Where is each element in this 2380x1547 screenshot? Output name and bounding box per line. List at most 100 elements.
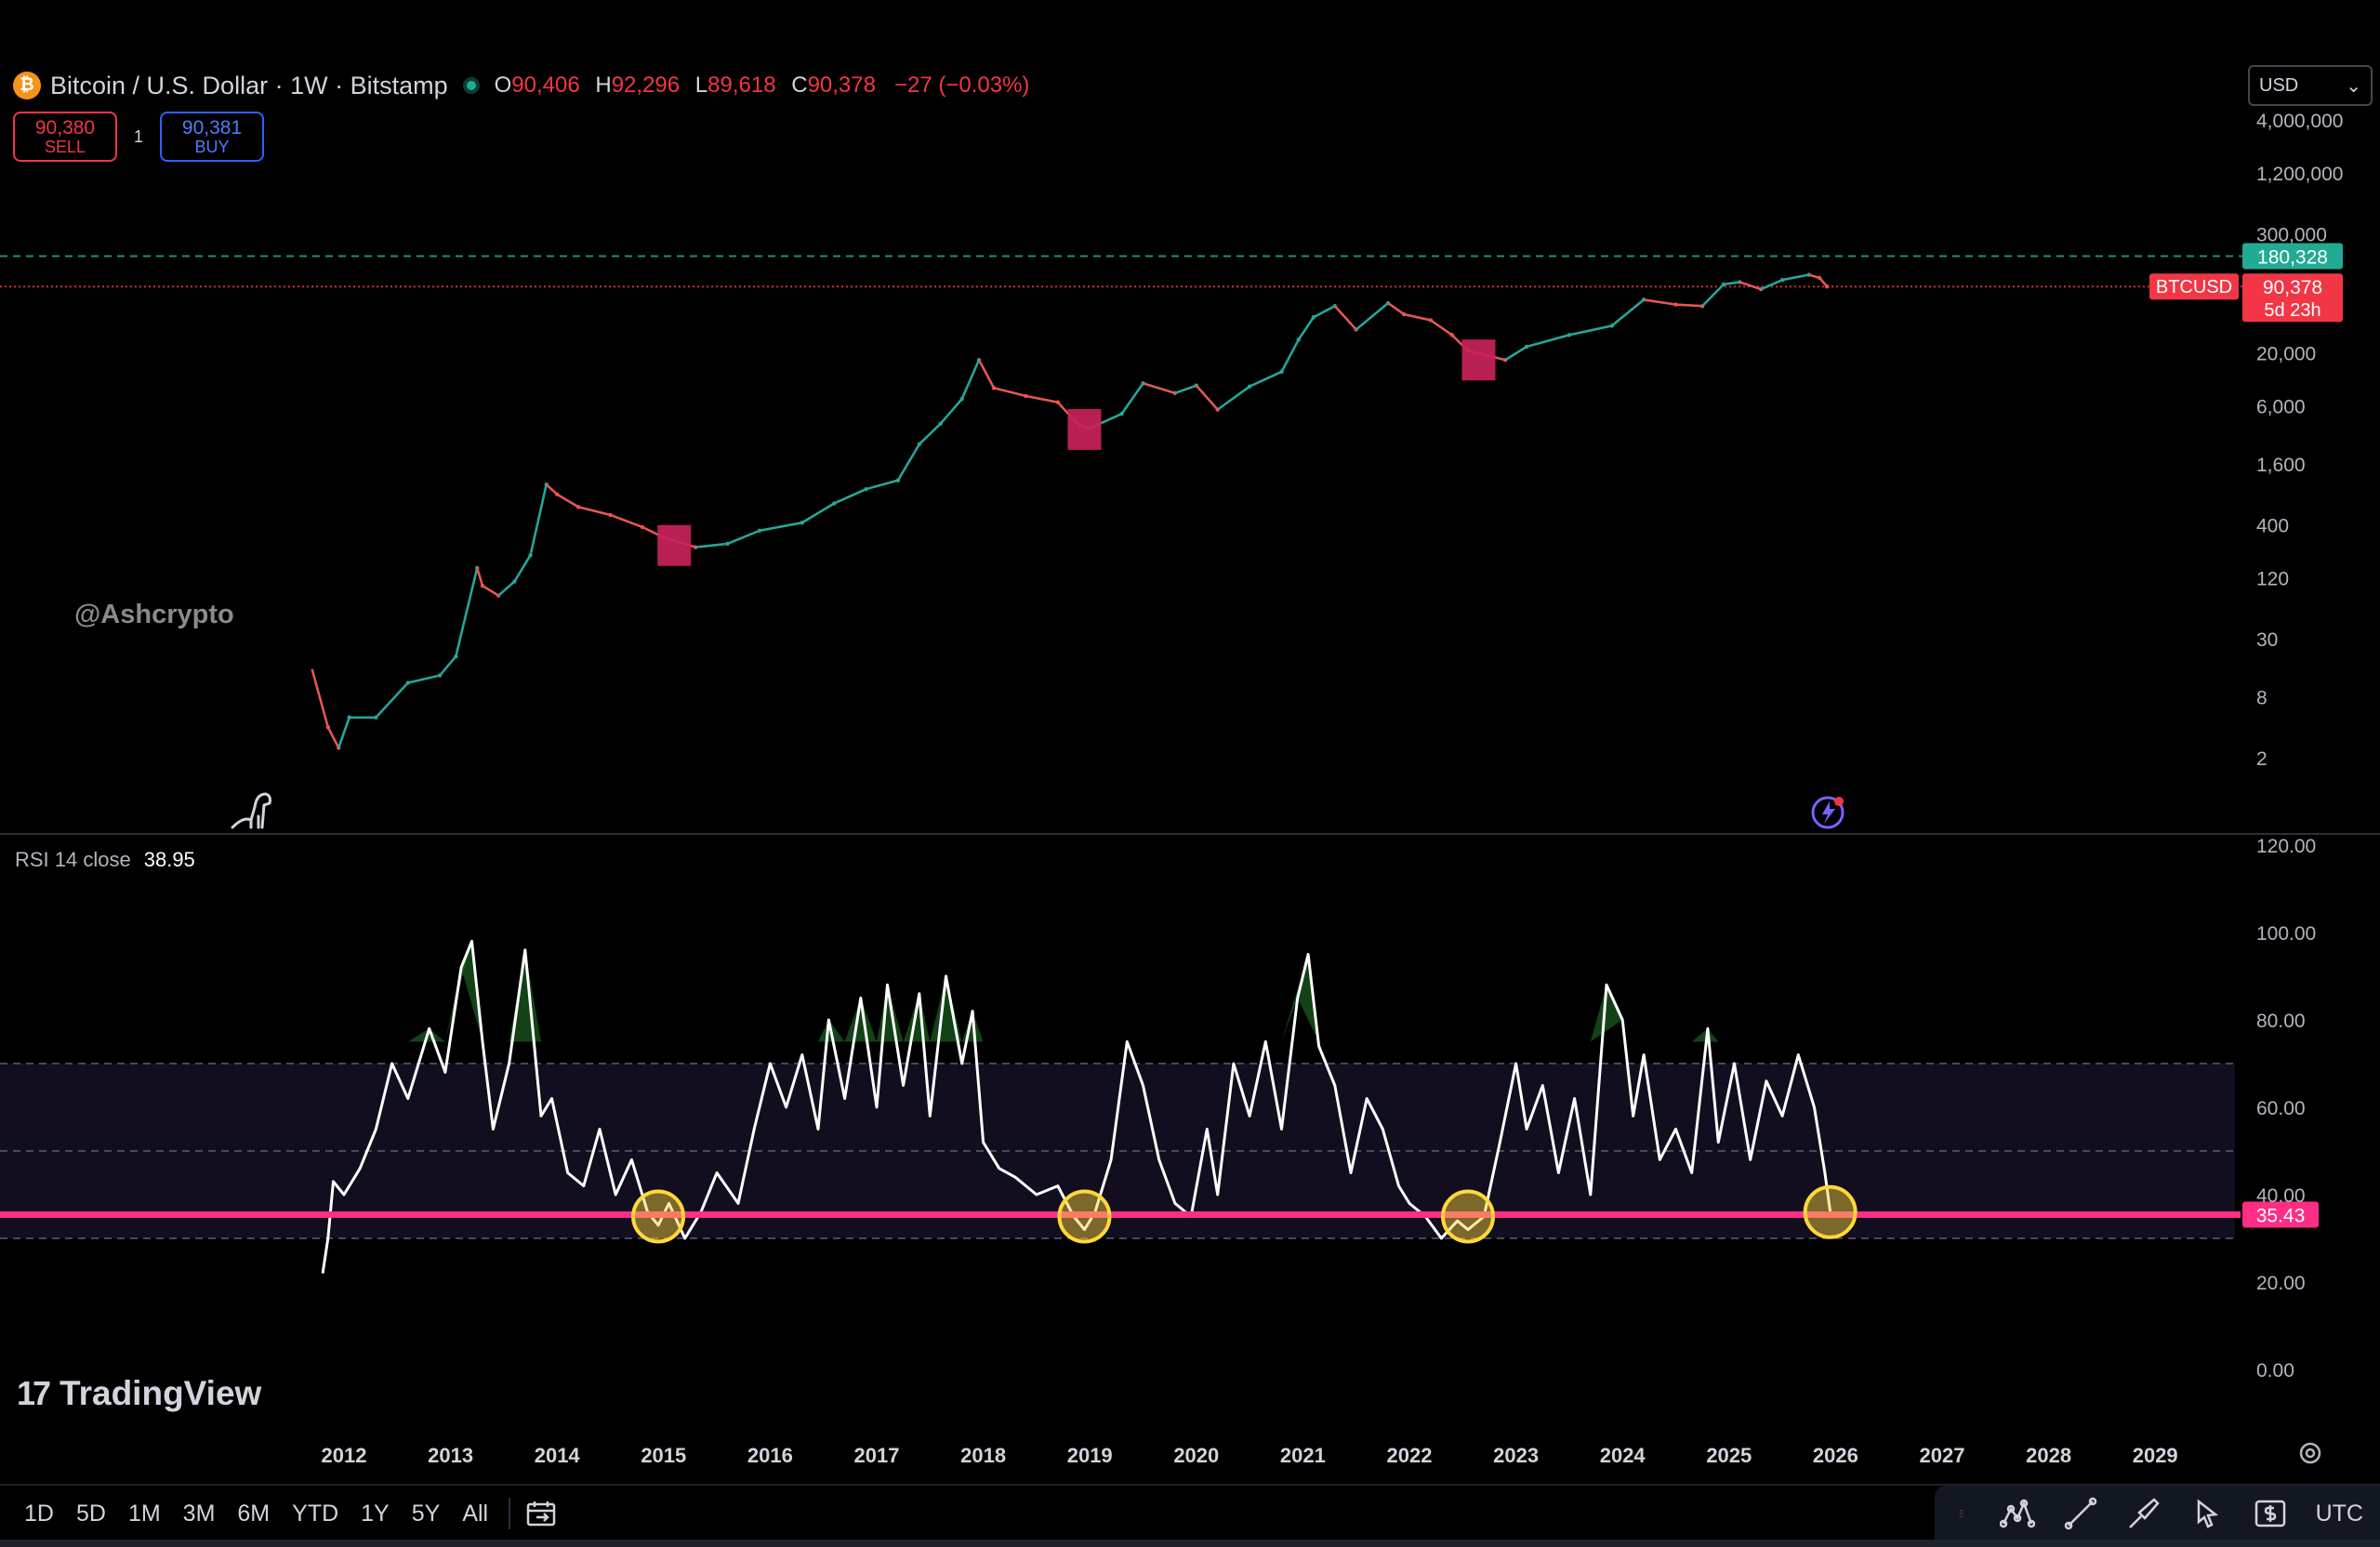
price-candle-segment	[896, 443, 920, 482]
target-price-text: 180,328	[2257, 247, 2328, 269]
price-axis-tick-label: 400	[2256, 515, 2289, 536]
range-1y-button[interactable]: 1Y	[361, 1500, 390, 1527]
range-1d-button[interactable]: 1D	[24, 1500, 54, 1527]
cycle-bottom-highlight[interactable]	[657, 524, 692, 566]
rsi-value: 38.95	[143, 848, 195, 871]
price-candle-segment	[727, 529, 760, 545]
timezone-button[interactable]: UTC	[2315, 1500, 2363, 1527]
time-axis-tick-label: 2027	[1920, 1444, 1965, 1467]
goto-date-icon[interactable]	[525, 1500, 557, 1527]
price-candle-segment	[311, 668, 329, 728]
price-candle-segment	[1701, 284, 1725, 308]
open-key: O	[494, 73, 512, 98]
rsi-bottom-circle[interactable]	[631, 1189, 686, 1244]
symbol-tag[interactable]	[2149, 273, 2239, 300]
price-axis-tick-label: 2	[2256, 748, 2268, 770]
symbol-tag-text: BTCUSD	[2156, 277, 2232, 298]
price-candle-segment	[1526, 334, 1570, 349]
price-candle-segment	[545, 483, 559, 496]
price-axis-tick-label: 1,600	[2256, 455, 2306, 476]
time-axis-tick-label: 2025	[1706, 1444, 1752, 1467]
price-candle-segment	[1249, 370, 1282, 388]
price-candle-segment	[476, 567, 484, 587]
range-6m-button[interactable]: 6M	[237, 1500, 271, 1527]
time-axis-tick-label: 2022	[1387, 1444, 1433, 1467]
toolbar-divider	[509, 1498, 511, 1529]
close-value: 90,378	[807, 73, 876, 98]
assistant-spark-icon[interactable]	[1811, 796, 1844, 829]
chevron-down-icon: ⌄	[2346, 75, 2361, 97]
price-candle-segment	[1280, 338, 1300, 373]
price-candle-segment	[1610, 298, 1645, 327]
last-price-label[interactable]	[2242, 273, 2343, 323]
range-all-button[interactable]: All	[462, 1500, 489, 1527]
price-candle-segment	[577, 506, 611, 517]
rsi-pane[interactable]: 35.43 120.00 100.00 80.00 60.00 40.00 20.00 0.0…	[0, 836, 2319, 1382]
overlay-icons	[231, 792, 1844, 829]
price-axis-tick-label: 6,000	[2256, 396, 2306, 417]
target-price-label[interactable]	[2242, 243, 2343, 270]
horizontal-scrollbar[interactable]	[0, 1540, 2380, 1547]
price-candle-segment	[407, 674, 441, 684]
cycle-bottom-highlight[interactable]	[1067, 408, 1102, 450]
rsi-line[interactable]	[321, 939, 1832, 1274]
time-axis-tick-label: 2023	[1493, 1444, 1539, 1467]
trade-quantity[interactable]: 1	[134, 126, 144, 146]
market-status-icon[interactable]	[462, 77, 480, 94]
pattern-tool-icon[interactable]	[1999, 1496, 2035, 1531]
price-candle-segment	[455, 567, 479, 657]
author-watermark: @Ashcrypto	[74, 600, 234, 629]
rsi-bottom-circle[interactable]	[1057, 1189, 1112, 1244]
price-axis-tick-label: 8	[2256, 687, 2268, 708]
time-axis-tick-label: 2028	[2026, 1444, 2071, 1467]
close-key: C	[791, 73, 808, 98]
range-1m-button[interactable]: 1M	[127, 1500, 161, 1527]
trading-panel-icon[interactable]	[2253, 1496, 2288, 1531]
price-candle-segment	[1387, 302, 1405, 316]
price-candle-segment	[1504, 345, 1527, 362]
range-5d-button[interactable]: 5D	[75, 1500, 106, 1527]
cycle-bottom-highlight[interactable]	[1461, 339, 1496, 381]
time-axis-tick-label: 2018	[960, 1444, 1006, 1467]
cursor-icon[interactable]	[2189, 1496, 2225, 1531]
tradingview-logo[interactable]: 17 TradingView	[17, 1374, 261, 1413]
gear-icon[interactable]	[2296, 1439, 2324, 1467]
sell-button[interactable]: 90,380 SELL	[13, 112, 117, 162]
range-5y-button[interactable]: 5Y	[411, 1500, 441, 1527]
date-range-selector: 1D 5D 1M 3M 6M YTD 1Y 5Y All	[13, 1486, 557, 1541]
time-axis-tick-label: 2016	[747, 1444, 793, 1467]
symbol-title[interactable]: Bitcoin / U.S. Dollar · 1W · Bitstamp	[50, 71, 448, 99]
price-candle-segment	[695, 542, 728, 549]
rsi-support-label[interactable]	[2242, 1201, 2319, 1228]
drawing-tools: UTC	[1934, 1486, 2380, 1541]
rsi-bottom-circle[interactable]	[1803, 1184, 1858, 1239]
price-candle-segment	[993, 387, 1026, 398]
price-candle-segment	[1430, 319, 1453, 337]
time-axis-tick-label: 2029	[2133, 1444, 2178, 1467]
currency-select[interactable]: USD ⌄	[2248, 65, 2373, 106]
price-candle-segment	[375, 681, 409, 719]
range-ytd-button[interactable]: YTD	[292, 1500, 339, 1527]
price-candle-segment	[801, 502, 835, 524]
price-pane[interactable]: 4,000,000 1,200,000 300,000 20,000 6,000 1,60…	[0, 111, 2343, 770]
time-axis[interactable]: 2012 2013 2014 2015 2016 2017 2018 2019 2020 2021…	[322, 1444, 2178, 1467]
sell-price: 90,380	[34, 116, 96, 139]
brush-tool-icon[interactable]	[2126, 1496, 2162, 1531]
currency-value: USD	[2259, 74, 2299, 96]
time-axis-tick-label: 2017	[854, 1444, 900, 1467]
trade-panel: 90,380 SELL 1 90,381 BUY	[13, 112, 265, 162]
range-3m-button[interactable]: 3M	[182, 1500, 216, 1527]
buy-button[interactable]: 90,381 BUY	[160, 112, 265, 162]
trend-line-icon[interactable]	[2063, 1496, 2098, 1531]
price-candle-segment	[1025, 394, 1059, 403]
price-candle-segment	[439, 655, 457, 677]
rsi-bottom-circle[interactable]	[1441, 1189, 1496, 1244]
grip-icon[interactable]	[1959, 1496, 1972, 1531]
bottom-toolbar: 1D 5D 1M 3M 6M YTD 1Y 5Y All	[0, 1484, 2380, 1541]
price-candle-segment	[833, 488, 867, 505]
rsi-legend[interactable]: RSI 14 close 38.95	[15, 848, 195, 872]
price-candle-segment	[1739, 281, 1762, 291]
price-axis-tick-label: 30	[2256, 629, 2278, 651]
rsi-overbought-fill	[1590, 985, 1623, 1042]
